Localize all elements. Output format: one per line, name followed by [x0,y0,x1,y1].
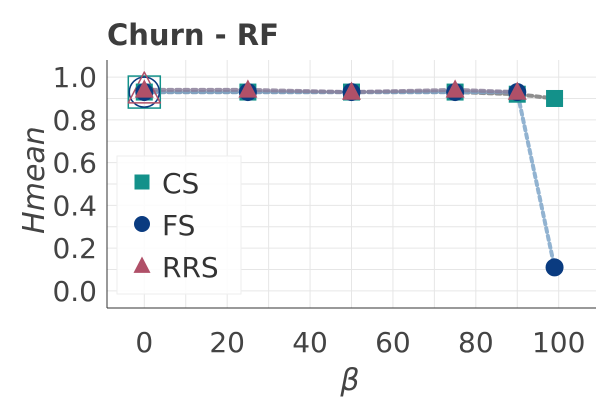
x-tick-label: 80 [458,326,494,359]
legend-label-rrs: RRS [162,251,219,284]
data-point-rrs [445,79,465,98]
x-tick-label: 100 [532,326,585,359]
tick-labels: 0 20 40 60 80 100 0.0 0.2 0.4 0.6 0.8 1.0 [52,61,585,359]
y-tick-label: 0.4 [52,189,97,222]
y-tick-label: 1.0 [52,61,97,94]
axes [106,60,596,309]
legend-marker-fs [134,216,150,232]
legend-label-fs: FS [162,209,195,242]
legend-marker-cs [134,174,150,190]
y-tick-label: 0.8 [52,104,97,137]
y-tick-label: 0.6 [52,147,97,180]
data-point-rrs [342,81,361,100]
data-point-rrs [507,81,527,100]
legend-marker-rrs [133,256,151,273]
data-point-rrs [238,79,258,98]
data-point-rrs [134,79,154,98]
data-point-cs [546,89,564,107]
x-tick-label: 60 [375,326,411,359]
legend: CS FS RRS [116,155,242,295]
highlight-marker-fs [128,76,161,108]
highlight-marker-cs [127,75,162,109]
x-axis-label: β [339,363,359,398]
data-point-fs [545,258,564,277]
x-tick-label: 40 [292,326,328,359]
x-tick-label: 0 [135,326,153,359]
chart-title: Churn - RF [107,18,279,52]
series [127,71,564,277]
y-axis-label: Hmean [17,126,52,234]
legend-label-cs: CS [162,167,199,200]
y-tick-label: 0.2 [52,232,97,265]
x-tick-label: 20 [209,326,245,359]
y-tick-label: 0.0 [52,275,97,308]
